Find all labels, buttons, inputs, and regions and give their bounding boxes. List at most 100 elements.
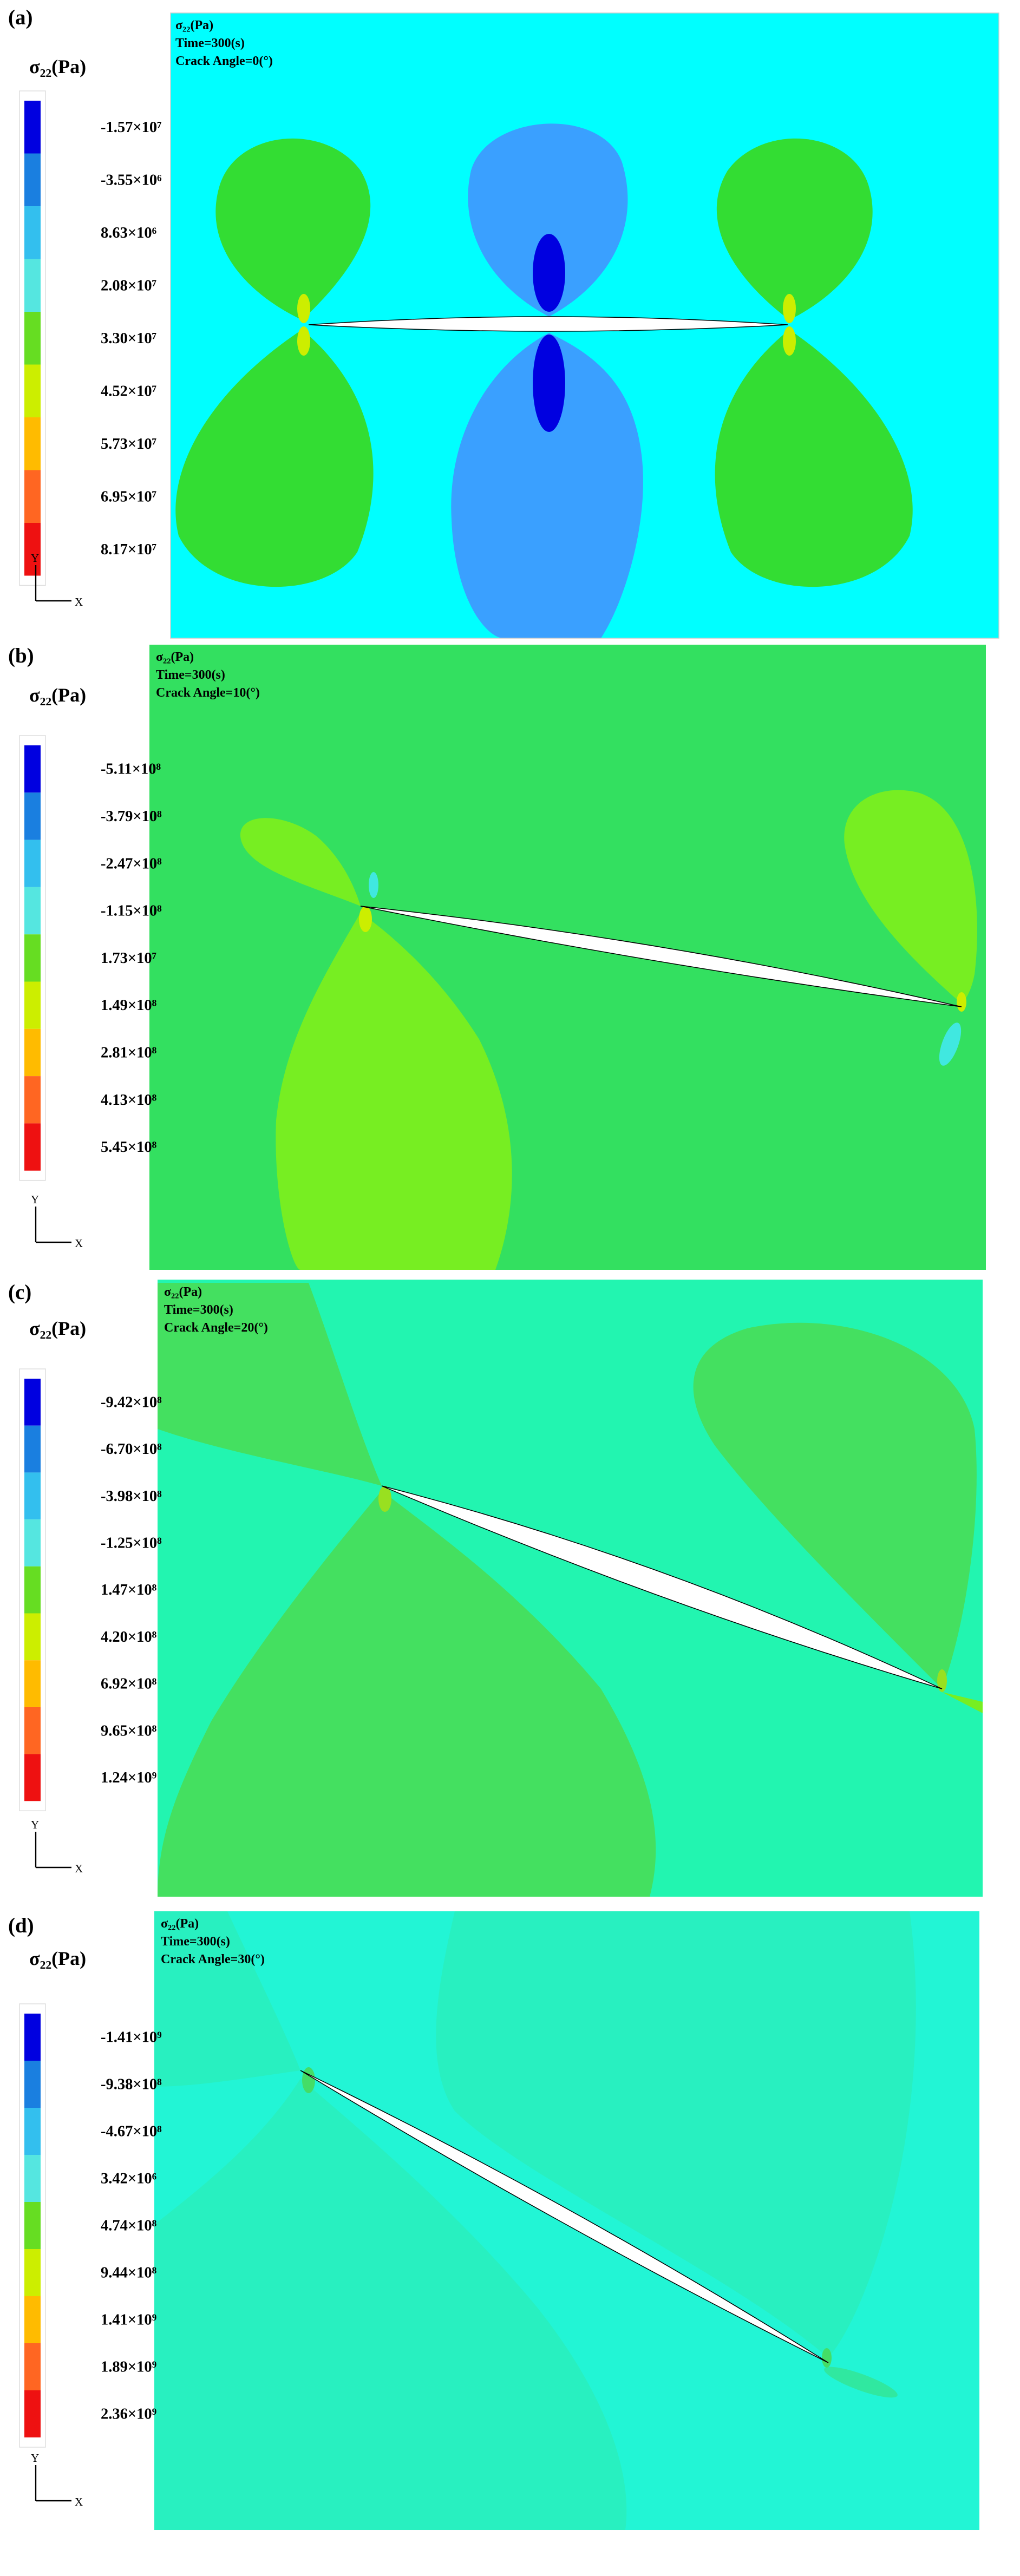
stress-lobe	[154, 1911, 300, 2087]
colorbar-swatch	[24, 981, 41, 1029]
panel-a-plot	[170, 12, 999, 639]
legend-label: 1.73×10⁷	[101, 950, 156, 967]
legend-title: σ₂₂(Pa)	[29, 56, 86, 77]
legend-label: -3.98×10⁸	[101, 1488, 162, 1505]
colorbar-swatch	[24, 1472, 41, 1520]
legend-label: 8.63×10⁶	[101, 225, 156, 241]
colorbar-swatch	[24, 2014, 41, 2061]
colorbar-swatch	[24, 2202, 41, 2250]
legend-title: σ₂₂(Pa)	[29, 684, 86, 706]
tip-zone	[297, 326, 310, 356]
colorbar-swatch	[24, 2296, 41, 2344]
tip-zone	[937, 1669, 947, 1693]
legend-label: 2.36×10⁹	[101, 2406, 156, 2423]
panel-label: (d)	[8, 1914, 34, 1937]
legend-label: 4.52×10⁷	[101, 383, 156, 399]
legend-label: -2.47×10⁸	[101, 855, 162, 872]
panel-b-plot	[149, 645, 986, 1270]
colorbar-swatch	[24, 1028, 41, 1077]
panel-label: (a)	[8, 6, 32, 29]
axis-x-label: X	[75, 1862, 83, 1875]
plot-header: σ₂₂(Pa)	[156, 650, 194, 664]
stress-lobe	[240, 818, 361, 907]
legend-label: 4.74×10⁸	[101, 2218, 157, 2234]
tip-zone	[939, 1022, 962, 1066]
legend-label: 9.65×10⁸	[101, 1722, 157, 1739]
legend-label: -1.15×10⁸	[101, 903, 162, 920]
colorbar-swatch	[24, 934, 41, 982]
stress-lobe	[175, 330, 374, 587]
colorbar-swatch	[24, 1379, 41, 1426]
legend-label: -1.41×10⁹	[101, 2029, 162, 2046]
legend-label: 6.95×10⁷	[101, 488, 156, 505]
colorbar-swatch	[24, 523, 41, 576]
stress-lobe	[716, 138, 873, 320]
legend-label: -3.55×10⁶	[101, 172, 162, 188]
colorbar-swatch	[24, 1754, 41, 1801]
colorbar-swatch	[24, 1566, 41, 1614]
tip-zone	[369, 872, 378, 899]
legend-title: σ₂₂(Pa)	[29, 1948, 86, 1969]
plot-header: Time=300(s)	[164, 1303, 233, 1317]
colorbar-swatch	[24, 2061, 41, 2108]
colorbar-swatch	[24, 101, 41, 154]
legend-label: -9.42×10⁸	[101, 1394, 162, 1411]
stress-lobe	[468, 123, 628, 317]
colorbar-swatch	[24, 259, 41, 312]
stress-lobe	[451, 333, 643, 639]
colorbar-swatch	[24, 840, 41, 887]
stress-lobe	[844, 790, 977, 1004]
plot-header: Crack Angle=0(°)	[175, 54, 273, 68]
tip-zone	[302, 2067, 315, 2094]
tip-zone	[822, 2348, 832, 2368]
legend-label: 4.13×10⁸	[101, 1092, 157, 1109]
legend-label: 8.17×10⁷	[101, 541, 156, 558]
stress-lobe	[154, 2079, 627, 2531]
colorbar-swatch	[24, 2343, 41, 2391]
legend-label: 1.47×10⁸	[101, 1582, 157, 1598]
plot-header: σ₂₂(Pa)	[161, 1917, 199, 1931]
stress-lobe	[715, 330, 913, 587]
legend-label: -6.70×10⁸	[101, 1441, 162, 1458]
colorbar-swatch	[24, 1613, 41, 1661]
colorbar-swatch	[24, 745, 41, 793]
plot-header: σ₂₂(Pa)	[175, 18, 213, 32]
axis-x-label: X	[75, 1237, 83, 1250]
colorbar-swatch	[24, 2155, 41, 2203]
colorbar-swatch	[24, 1519, 41, 1566]
colorbar-swatch	[24, 312, 41, 365]
crack	[381, 1485, 943, 1689]
panel-label: (c)	[8, 1281, 31, 1304]
panel-d-plot	[154, 1911, 979, 2531]
tip-zone	[957, 992, 966, 1012]
tip-zone	[783, 326, 796, 356]
colorbar-swatch	[24, 470, 41, 523]
tip-zone	[359, 906, 372, 933]
plot-header: Crack Angle=20(°)	[164, 1321, 268, 1335]
plot-header: Crack Angle=30(°)	[161, 1952, 265, 1967]
crack	[300, 2070, 829, 2363]
colorbar-swatch	[24, 1123, 41, 1171]
colorbar-swatch	[24, 887, 41, 935]
colorbar-swatch	[24, 1425, 41, 1473]
stress-lobe	[158, 1283, 382, 1486]
axis-y-label: Y	[31, 2452, 39, 2464]
plot-header: Time=300(s)	[156, 668, 225, 682]
legend-label: -1.57×10⁷	[101, 119, 162, 136]
stress-lobe	[276, 913, 512, 1270]
axis-y-label: Y	[31, 1818, 39, 1831]
legend-label: 1.89×10⁹	[101, 2359, 156, 2376]
legend-label: -1.25×10⁸	[101, 1535, 162, 1551]
plot-header: Time=300(s)	[161, 1935, 230, 1949]
legend-label: 3.42×10⁶	[101, 2171, 156, 2187]
colorbar-swatch	[24, 364, 41, 418]
axis-x-label: X	[75, 2495, 83, 2508]
tip-zone	[297, 294, 310, 324]
tip-zone	[942, 1692, 983, 1714]
colorbar-swatch	[24, 792, 41, 840]
axis-y-label: Y	[31, 1193, 39, 1206]
colorbar-swatch	[24, 417, 41, 470]
colorbar-swatch	[24, 2390, 41, 2438]
